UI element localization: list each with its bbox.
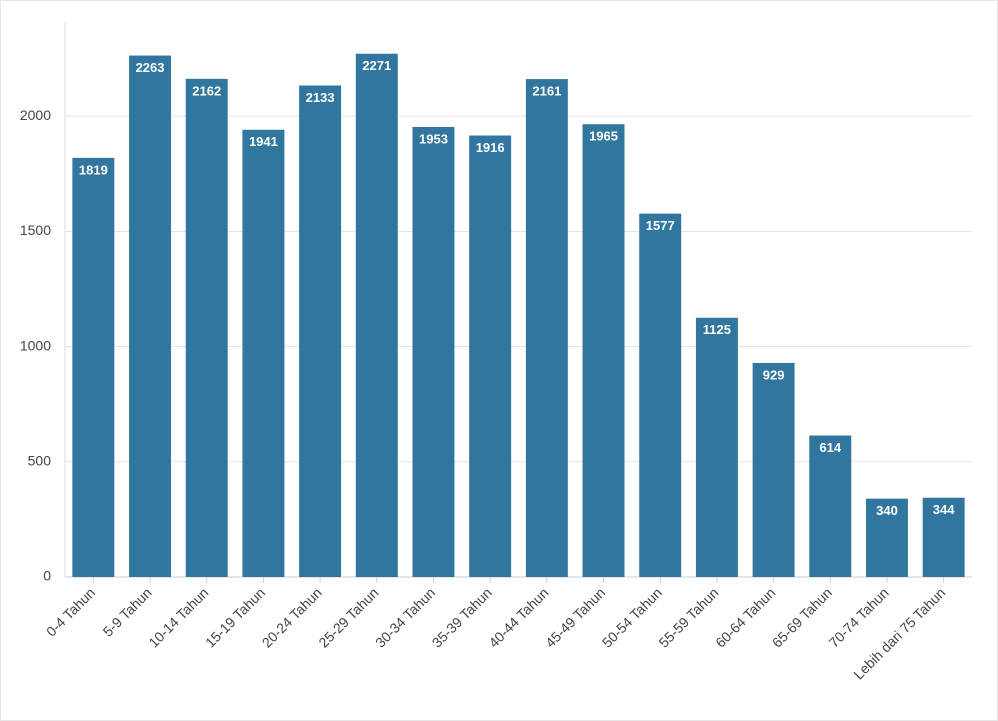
bar	[299, 85, 342, 578]
data-label: 2162	[192, 83, 221, 98]
data-label: 1819	[79, 162, 108, 177]
data-label: 929	[763, 367, 785, 382]
bar	[242, 129, 285, 578]
bar	[695, 317, 738, 577]
bar	[752, 362, 795, 577]
bar	[412, 126, 455, 577]
data-label: 1916	[476, 140, 505, 155]
y-tick-label: 1500	[20, 222, 51, 238]
data-label: 2161	[532, 84, 561, 99]
bar	[639, 213, 682, 577]
data-label: 1125	[703, 322, 731, 337]
y-tick-label: 0	[43, 568, 51, 584]
bar	[72, 157, 115, 578]
data-label: 1577	[646, 218, 675, 233]
y-tick-label: 1000	[20, 337, 51, 353]
data-label: 344	[933, 502, 955, 517]
bar	[922, 497, 965, 577]
data-label: 614	[819, 440, 841, 455]
bar	[865, 498, 908, 577]
bar	[185, 78, 228, 577]
bar	[355, 53, 398, 577]
bar	[129, 55, 172, 578]
data-label: 340	[876, 503, 898, 518]
data-label: 1953	[419, 131, 448, 146]
bar	[582, 124, 625, 577]
bar	[525, 79, 568, 577]
data-label: 2263	[136, 60, 165, 75]
y-tick-label: 500	[28, 452, 52, 468]
bar	[809, 435, 852, 577]
data-label: 1941	[249, 134, 278, 149]
data-label: 1965	[589, 129, 618, 144]
bar	[469, 135, 512, 577]
data-label: 2271	[362, 58, 391, 73]
y-tick-label: 2000	[20, 107, 51, 123]
data-label: 2133	[306, 90, 335, 105]
